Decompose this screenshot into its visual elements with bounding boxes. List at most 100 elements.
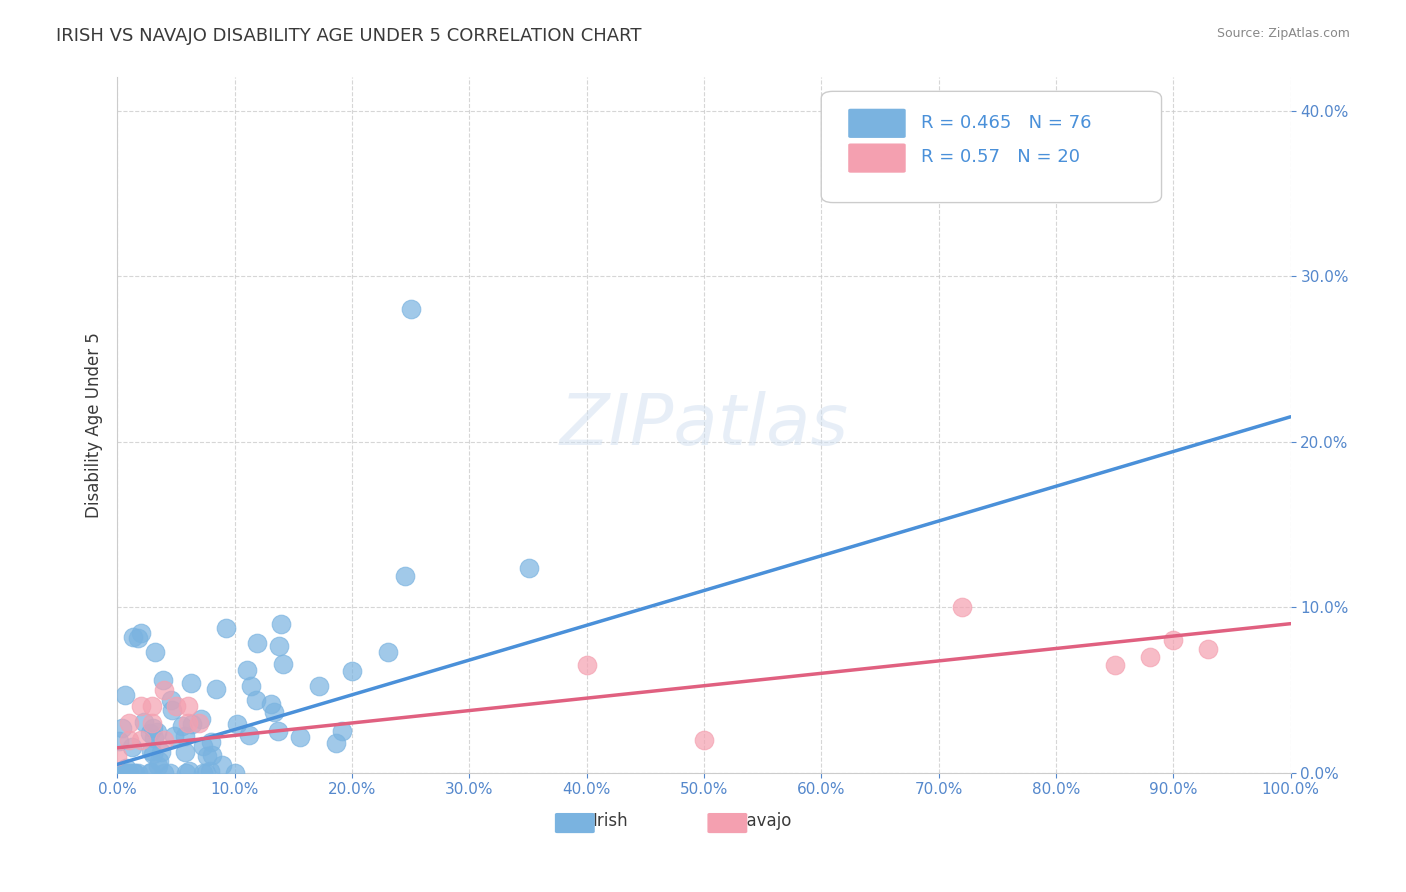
Point (142, 721, 165, 735)
Point (127, 765, 149, 780)
Point (1198, 641, 1220, 656)
Point (180, 676, 202, 690)
Point (153, 732, 176, 747)
Point (160, 703, 183, 717)
Point (330, 723, 353, 738)
Point (177, 764, 200, 778)
Y-axis label: Disability Age Under 5: Disability Age Under 5 (86, 332, 103, 518)
Point (245, 692, 267, 706)
Point (117, 765, 139, 780)
Point (197, 749, 219, 764)
Point (246, 636, 269, 650)
Point (129, 699, 152, 714)
Point (141, 716, 163, 731)
Point (950, 600, 973, 615)
Point (176, 716, 198, 731)
Text: Navajo: Navajo (734, 813, 792, 830)
Point (115, 765, 138, 780)
Point (198, 764, 221, 778)
FancyBboxPatch shape (707, 813, 748, 833)
Point (263, 705, 285, 719)
Point (193, 765, 215, 780)
Point (267, 724, 290, 739)
Point (308, 679, 330, 693)
Point (1139, 649, 1161, 664)
Point (340, 664, 363, 678)
Point (163, 729, 186, 743)
Point (115, 765, 138, 780)
Point (121, 740, 143, 755)
Point (377, 644, 399, 658)
Point (139, 765, 162, 780)
Point (121, 630, 143, 644)
Point (191, 739, 214, 753)
Point (399, 302, 422, 317)
Point (159, 693, 181, 707)
Point (152, 673, 174, 687)
FancyBboxPatch shape (848, 144, 905, 173)
Text: ZIPatlas: ZIPatlas (560, 391, 848, 459)
Text: R = 0.57   N = 20: R = 0.57 N = 20 (921, 148, 1080, 167)
Point (288, 730, 311, 744)
Point (129, 732, 152, 747)
Point (200, 735, 222, 749)
Point (519, 561, 541, 575)
Text: Irish: Irish (592, 813, 628, 830)
Point (215, 620, 238, 634)
Point (190, 712, 212, 726)
Point (176, 765, 198, 780)
Point (148, 754, 170, 768)
Point (260, 698, 283, 712)
Point (693, 732, 716, 747)
Point (188, 716, 211, 731)
Point (173, 729, 195, 743)
Point (127, 631, 149, 645)
Point (118, 716, 141, 731)
Point (211, 757, 233, 772)
Point (138, 726, 160, 740)
Point (159, 765, 181, 780)
Point (238, 728, 260, 742)
Point (124, 765, 146, 780)
Point (110, 765, 132, 780)
Point (115, 761, 138, 775)
Point (236, 663, 259, 677)
Point (170, 719, 193, 733)
Point (270, 617, 292, 632)
Point (1161, 633, 1184, 648)
FancyBboxPatch shape (555, 813, 595, 833)
FancyBboxPatch shape (848, 109, 905, 138)
Point (195, 765, 218, 780)
Point (205, 681, 228, 696)
Point (176, 699, 198, 714)
Point (325, 736, 347, 750)
Text: R = 0.465   N = 76: R = 0.465 N = 76 (921, 113, 1091, 132)
Point (180, 716, 202, 731)
Point (201, 747, 224, 762)
Point (110, 765, 132, 780)
Point (141, 744, 163, 758)
Point (141, 699, 163, 714)
Point (122, 765, 145, 780)
Point (394, 569, 416, 583)
Point (146, 758, 169, 772)
Point (142, 747, 165, 762)
Point (224, 765, 246, 780)
Point (153, 682, 176, 697)
Point (108, 733, 131, 747)
Text: IRISH VS NAVAJO DISABILITY AGE UNDER 5 CORRELATION CHART: IRISH VS NAVAJO DISABILITY AGE UNDER 5 C… (56, 27, 641, 45)
Point (111, 721, 134, 735)
Point (139, 765, 162, 780)
Point (143, 731, 166, 745)
Text: Source: ZipAtlas.com: Source: ZipAtlas.com (1216, 27, 1350, 40)
Point (267, 639, 290, 653)
Point (146, 724, 169, 739)
FancyBboxPatch shape (821, 91, 1161, 202)
Point (150, 745, 173, 759)
Point (173, 745, 195, 759)
Point (105, 749, 128, 764)
Point (240, 679, 263, 693)
Point (1104, 658, 1126, 673)
Point (134, 714, 156, 729)
Point (107, 765, 129, 780)
